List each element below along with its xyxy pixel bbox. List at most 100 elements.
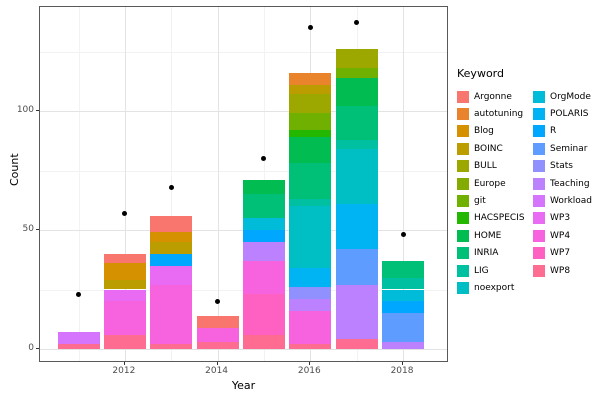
legend-title: Keyword (457, 67, 504, 80)
legend-item-label: Europe (474, 178, 506, 189)
bar-segment-home (242, 180, 285, 195)
legend-item-wp7: WP7 (533, 245, 592, 262)
bar-segment-seminar (335, 249, 378, 285)
bar-segment-wp8 (196, 341, 239, 349)
bar-segment-argonne (103, 253, 146, 264)
legend-swatch (533, 247, 545, 260)
legend-item-git: git (457, 192, 533, 209)
legend-swatch (457, 177, 469, 190)
bar-segment-wp4 (196, 327, 239, 342)
bar-segment-polaris (335, 203, 378, 250)
bar-segment-wp3 (150, 265, 193, 285)
legend-swatch (457, 247, 469, 260)
legend-swatch (533, 90, 545, 103)
legend-swatch (533, 177, 545, 190)
bar-segment-argonne (150, 215, 193, 233)
legend-column: OrgMode POLARIS R Seminar Stats Teaching Workl… (533, 88, 592, 297)
legend-item-label: R (550, 126, 557, 137)
bar-segment-blog (150, 232, 193, 242)
legend-item-workload: Workload (533, 192, 592, 209)
legend-column: Argonne autotuning Blog BOINC BULL Europe git H… (457, 88, 533, 297)
legend-item-label: git (474, 196, 486, 207)
legend-swatch (457, 160, 469, 173)
legend-item-wp3: WP3 (533, 210, 592, 227)
bar-segment-wp4 (103, 301, 146, 335)
legend-swatch (457, 264, 469, 277)
data-point (215, 298, 221, 304)
bar-segment-boinc (103, 279, 146, 290)
legend-item-label: Workload (550, 196, 593, 207)
x-tick-mark (309, 362, 311, 365)
legend-swatch (457, 212, 469, 225)
bar-segment-lig (335, 139, 378, 150)
gridline-major-h (40, 349, 447, 350)
plot-panel (39, 6, 448, 362)
y-tick-label: 0 (28, 343, 34, 353)
x-tick-label: 2014 (205, 366, 229, 376)
legend-swatch (533, 229, 545, 242)
bar-segment-inria (289, 163, 332, 200)
y-tick-mark (36, 348, 39, 349)
bar-segment-wp3 (103, 289, 146, 302)
legend-item-label: HOME (474, 230, 502, 241)
y-tick-mark (36, 229, 39, 230)
gridline-major-v (217, 7, 219, 361)
legend-item-argonne: Argonne (457, 88, 533, 105)
bar-segment-noexport (289, 206, 332, 269)
legend-item-label: OrgMode (550, 91, 591, 102)
bar-segment-teaching (382, 341, 425, 349)
x-tick-label: 2018 (390, 366, 414, 376)
legend-swatch (457, 108, 469, 121)
legend-item-wp4: WP4 (533, 227, 592, 244)
bar-segment-inria (335, 106, 378, 140)
bar-segment-r (242, 230, 285, 242)
legend-item-label: Seminar (550, 143, 588, 154)
y-tick-label: 100 (16, 105, 34, 115)
data-point (122, 210, 128, 216)
legend-item-europe: Europe (457, 175, 533, 192)
legend-item-inria: INRIA (457, 245, 533, 262)
bar-segment-git (335, 68, 378, 78)
legend-item-label: Teaching (550, 178, 590, 189)
legend-swatch (457, 195, 469, 208)
legend-item-label: autotuning (474, 109, 524, 120)
legend-item-seminar: Seminar (533, 140, 592, 157)
legend-swatch (533, 264, 545, 277)
x-tick-label: 2016 (297, 366, 321, 376)
legend-item-noexport: noexport (457, 279, 533, 296)
bar-segment-stats (289, 287, 332, 299)
bar-segment-bull (335, 49, 378, 69)
bar-segment-r (382, 301, 425, 314)
bar-segment-wp8 (289, 344, 332, 349)
data-point (400, 232, 406, 238)
legend-item-label: WP4 (550, 230, 571, 241)
x-tick-mark (123, 362, 125, 365)
legend-item-polaris: POLARIS (533, 105, 592, 122)
legend-swatch (457, 229, 469, 242)
legend-item-lig: LIG (457, 262, 533, 279)
bar-segment-wp8 (57, 344, 100, 349)
bar-segment-inria (242, 194, 285, 219)
bar-segment-r (150, 253, 193, 266)
y-tick-label: 50 (22, 224, 34, 234)
bar-segment-inria (382, 260, 425, 278)
gridline-major-h (40, 111, 447, 112)
bar-segment-argonne (196, 315, 239, 328)
legend-swatch (457, 281, 469, 294)
bar-segment-git (289, 113, 332, 131)
bar-segment-wp4 (150, 284, 193, 345)
bar-segment-teaching (335, 284, 378, 340)
legend-item-label: WP3 (550, 213, 571, 224)
bar-segment-seminar (382, 313, 425, 342)
bar-segment-wp8 (242, 334, 285, 349)
gridline-major-v (124, 7, 126, 361)
legend-item-stats: Stats (533, 158, 592, 175)
legend-swatch (457, 125, 469, 138)
bar-segment-wp8 (103, 334, 146, 349)
x-tick-mark (216, 362, 218, 365)
legend-item-label: WP7 (550, 248, 571, 259)
data-point (76, 291, 81, 297)
bar-segment-wp8 (335, 339, 378, 349)
legend-swatch (457, 142, 469, 155)
data-point (354, 20, 360, 26)
